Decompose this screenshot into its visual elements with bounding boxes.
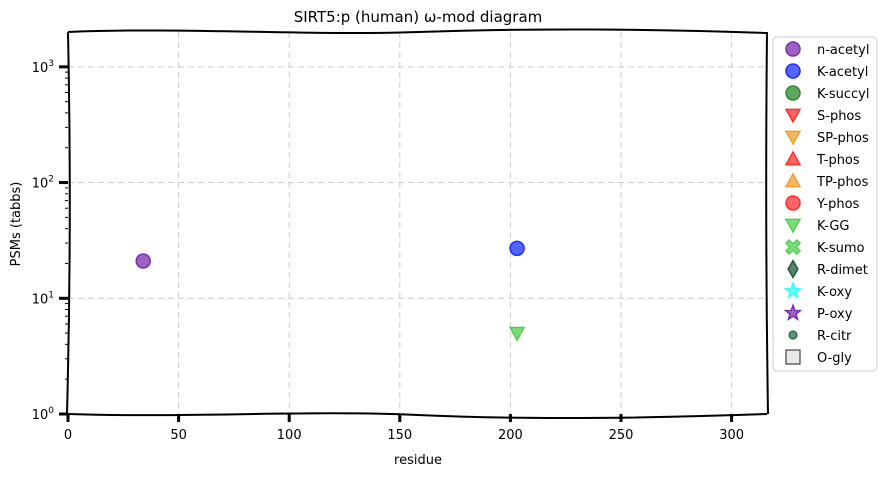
legend-label: TP-phos [816,175,869,190]
legend-marker [784,218,802,234]
legend-label: R-dimet [817,263,868,278]
legend-label: SP-phos [817,131,869,146]
legend-label: K-sumo [817,241,865,256]
legend-marker [784,108,802,124]
legend-marker [788,330,798,340]
legend-label: T-phos [816,153,860,168]
legend-marker [785,41,801,57]
legend-label: K-GG [817,219,849,234]
x-tick-label: 300 [719,428,744,443]
x-tick-label: 150 [387,428,412,443]
bottom-spine [67,412,768,419]
y-tick-label: 100 [32,406,55,423]
legend-marker [785,349,801,365]
data-point-K-acetyl [509,240,525,257]
legend-marker [785,195,801,211]
legend-marker [784,238,802,256]
data-point-K-GG [508,326,526,342]
x-tick-label: 50 [170,428,187,443]
legend-label: P-oxy [817,307,853,322]
y-tick-label: 101 [32,290,54,307]
chart-title: SIRT5:p (human) ω-mod diagram [294,8,543,26]
x-tick-label: 100 [277,428,302,443]
legend-label: Y-phos [816,197,860,212]
legend-marker [785,85,801,101]
x-tick-label: 200 [498,428,523,443]
legend-label: R-citr [817,329,852,344]
data-marks [135,240,526,342]
legend-marker [785,63,801,79]
legend-marker [783,281,803,300]
legend-frame [772,36,878,372]
right-spine [765,31,769,415]
legend-marker [784,150,802,166]
legend-marker [787,259,799,279]
legend-label: S-phos [817,109,861,124]
x-tick-label: 250 [609,428,634,443]
y-tick-label: 103 [32,59,54,76]
y-axis-title: PSMs (tabbs) [9,182,24,267]
legend-label: K-succyl [817,87,869,102]
legend-label: n-acetyl [817,43,869,58]
legend-label: K-acetyl [817,65,868,80]
axes: 0 50 100 150 200 250 300 100 101 102 103 [32,28,769,443]
x-tick-label: 0 [64,428,72,443]
y-tick-label: 102 [32,175,54,192]
top-spine [67,28,768,35]
legend: n-acetyl K-acetyl K-succyl S-phos SP-phos T-p… [772,36,878,372]
legend-marker [784,172,802,188]
grid [68,32,767,414]
x-axis-title: residue [394,453,442,468]
left-spine [66,31,71,415]
legend-marker [784,130,802,146]
legend-marker [783,303,803,322]
legend-label: O-gly [817,351,852,366]
data-point-n-acetyl [135,253,151,269]
legend-label: K-oxy [817,285,852,300]
